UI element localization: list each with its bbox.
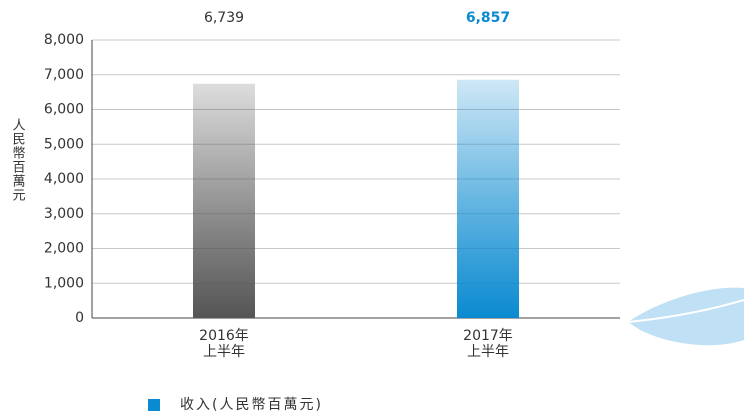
leaf-vein bbox=[627, 299, 744, 323]
legend-swatch bbox=[148, 399, 160, 411]
bar bbox=[193, 83, 255, 318]
leaf-decoration bbox=[628, 287, 744, 346]
y-tick-label: 7,000 bbox=[44, 67, 84, 83]
y-tick-label: 5,000 bbox=[44, 136, 84, 152]
value-label: 6,857 bbox=[466, 10, 510, 26]
y-tick-label: 0 bbox=[75, 310, 84, 326]
y-tick-label: 2,000 bbox=[44, 241, 84, 257]
y-tick-label: 3,000 bbox=[44, 206, 84, 222]
x-tick-label: 2016年上半年 bbox=[199, 328, 249, 360]
bar bbox=[457, 79, 519, 318]
y-tick-label: 1,000 bbox=[44, 275, 84, 291]
y-tick-label: 4,000 bbox=[44, 171, 84, 187]
x-tick-label: 2017年上半年 bbox=[463, 328, 513, 360]
y-axis-label: 人民幣百萬元 bbox=[10, 118, 26, 202]
y-tick-label: 6,000 bbox=[44, 102, 84, 118]
value-label: 6,739 bbox=[204, 10, 244, 26]
legend-label: 收入(人民幣百萬元) bbox=[180, 397, 323, 412]
y-tick-label: 8,000 bbox=[44, 32, 84, 48]
